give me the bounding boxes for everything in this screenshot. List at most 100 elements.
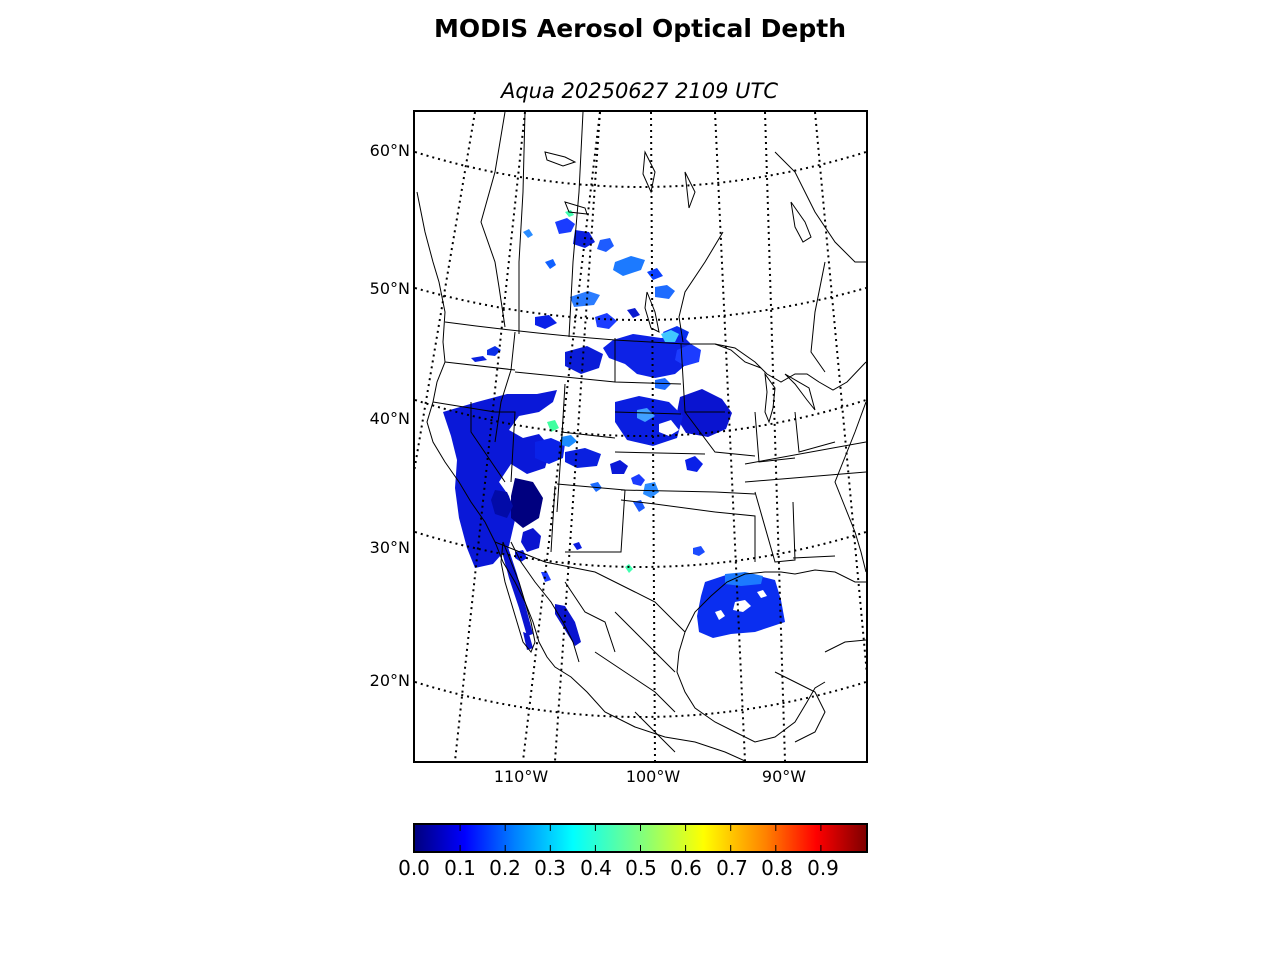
- aod-patch: [685, 456, 703, 472]
- aod-patch: [570, 291, 600, 307]
- aod-patch: [535, 315, 557, 329]
- lon-line-90w: [764, 112, 786, 761]
- state-line-ky: [744, 441, 866, 465]
- aod-patch: [613, 256, 645, 276]
- bc-alberta: [480, 112, 506, 328]
- lake-winnipeg: [644, 291, 660, 333]
- colorbar-tick-label: 0.1: [444, 856, 476, 880]
- manitoba-ontario: [678, 231, 724, 343]
- state-line-ut-co: [556, 383, 566, 513]
- aod-patch: [615, 396, 683, 446]
- lat-line-30n: [415, 531, 866, 568]
- aod-patch: [625, 564, 633, 573]
- chart-subtitle: Aqua 20250627 2109 UTC: [500, 79, 779, 103]
- aod-patch: [733, 600, 751, 612]
- aod-patch: [659, 420, 679, 436]
- lat-label-60n: 60°N: [369, 141, 410, 160]
- ontario-quebec: [810, 261, 826, 373]
- mx-state-4: [634, 711, 676, 753]
- lon-line-105w: [554, 112, 601, 761]
- sonora-coast: [510, 541, 580, 663]
- mexico-gulf-coast: [676, 631, 826, 743]
- colorbar-tick-label: 0.0: [398, 856, 430, 880]
- us-canada-border: [444, 321, 762, 369]
- aod-patch: [555, 218, 575, 234]
- state-line-id: [494, 331, 516, 443]
- lat-label-50n: 50°N: [369, 279, 410, 298]
- state-line-nd-sd: [614, 338, 682, 385]
- state-line-nm-tx: [565, 489, 626, 553]
- mx-border: [494, 541, 686, 633]
- lake-1: [642, 150, 656, 194]
- state-line-or-ca: [432, 401, 496, 413]
- aod-patch: [676, 389, 732, 437]
- state-line-ok-tx: [620, 499, 716, 513]
- great-slave-lake: [544, 151, 577, 167]
- colorbar-tick-label: 0.8: [761, 856, 793, 880]
- colorbar-tick-label: 0.3: [534, 856, 566, 880]
- lake-athabasca: [564, 201, 588, 215]
- lat-line-40n: [415, 399, 866, 437]
- state-line-co-nm: [556, 483, 626, 491]
- lon-label-90w: 90°W: [761, 767, 807, 786]
- aod-patch: [561, 435, 577, 447]
- aod-patch: [655, 285, 675, 299]
- lat-line-60n: [415, 151, 866, 188]
- state-line-nv-ut: [495, 411, 516, 483]
- aod-data-layer: [443, 210, 785, 650]
- atlantic-coast: [834, 401, 866, 573]
- lon-line-95w: [714, 112, 746, 761]
- state-line-il-in: [754, 411, 796, 463]
- map-panel[interactable]: [413, 110, 868, 763]
- colorbar-tick-label: 0.5: [625, 856, 657, 880]
- mx-state-2: [614, 611, 676, 673]
- aod-patch: [565, 210, 574, 217]
- colorbar: [413, 823, 868, 853]
- state-line-ne-ks: [614, 451, 706, 455]
- james-bay: [790, 201, 812, 243]
- aod-patch: [511, 478, 543, 528]
- aod-patch: [655, 378, 671, 390]
- aod-patch: [715, 610, 725, 620]
- aod-patch: [643, 482, 659, 498]
- aod-patch: [757, 590, 767, 598]
- aod-patch: [501, 544, 533, 636]
- alberta-sask: [518, 112, 526, 334]
- lat-line-50n: [415, 287, 866, 321]
- mx-state-1: [564, 581, 616, 653]
- aod-patch: [637, 408, 655, 422]
- aod-patch: [541, 572, 551, 582]
- colorbar-ticks: [459, 825, 822, 851]
- colorbar-svg: [415, 825, 866, 851]
- lake-2: [684, 171, 696, 209]
- state-line-ia-mo: [684, 411, 756, 457]
- aod-patch: [631, 474, 645, 486]
- state-line-ar-la: [714, 511, 756, 562]
- aod-patch: [471, 356, 487, 362]
- lon-label-110w: 110°W: [493, 767, 549, 786]
- cuba: [824, 639, 866, 653]
- aod-patch: [661, 330, 679, 342]
- boundaries: [416, 112, 866, 761]
- state-line-mt-wy: [514, 371, 616, 383]
- state-line-mo-ar: [714, 491, 756, 495]
- graticule: [415, 112, 866, 761]
- aod-patch: [547, 420, 559, 432]
- state-line-az-nm: [550, 485, 556, 553]
- aod-patch: [597, 238, 614, 252]
- colorbar-tick-label: 0.6: [670, 856, 702, 880]
- state-line-ks-ok: [620, 489, 716, 493]
- colorbar-tick-label: 0.4: [580, 856, 612, 880]
- aod-patch: [521, 528, 541, 552]
- aod-patch: [545, 259, 556, 269]
- lat-label-40n: 40°N: [369, 409, 410, 428]
- aod-patch: [535, 438, 565, 464]
- aod-patch: [523, 632, 533, 650]
- aod-patch: [627, 308, 640, 318]
- aod-patch: [515, 550, 527, 562]
- lon-line-115w: [454, 112, 526, 761]
- lon-line-110w: [522, 112, 601, 761]
- colorbar-tick-label: 0.9: [807, 856, 839, 880]
- gulf-coast: [684, 569, 866, 633]
- aod-patch: [725, 572, 763, 586]
